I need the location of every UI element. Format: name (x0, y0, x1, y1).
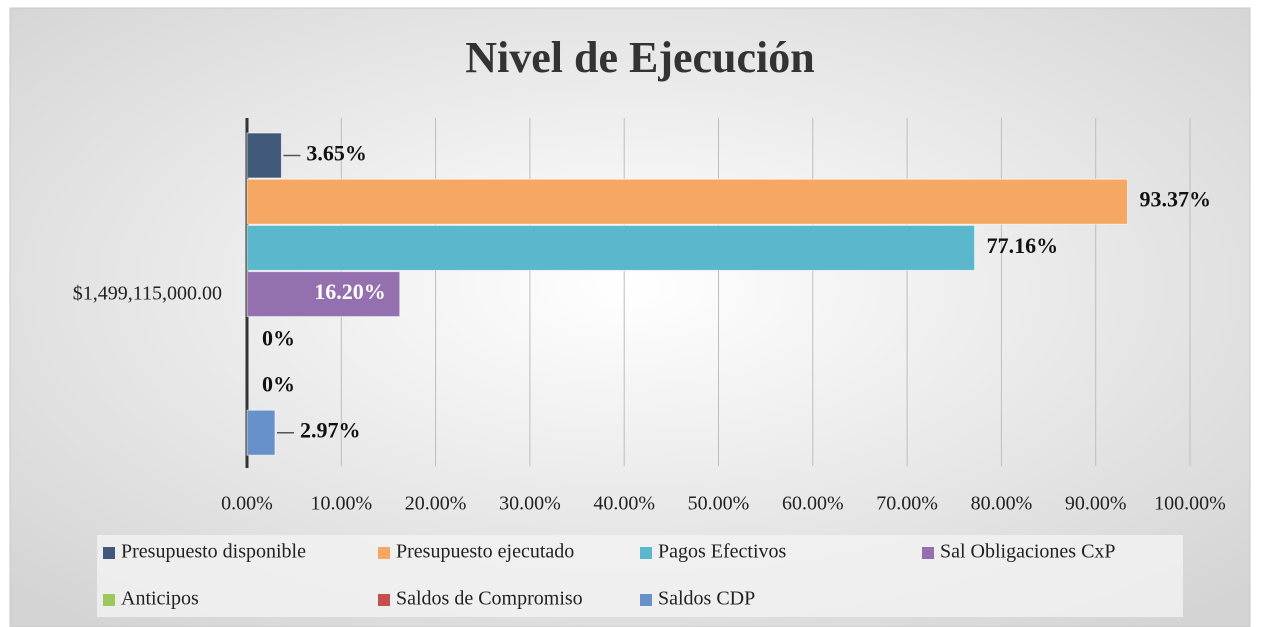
legend-swatch (103, 594, 115, 606)
x-tick-label: 20.00% (405, 493, 467, 515)
legend-label: Presupuesto disponible (121, 541, 306, 563)
data-label: 77.16% (987, 233, 1059, 258)
legend-swatch (640, 547, 652, 559)
x-tick-label: 10.00% (310, 493, 372, 515)
x-tick-label: 0.00% (221, 493, 273, 515)
legend-label: Pagos Efectivos (658, 541, 787, 563)
data-label: 0% (262, 325, 295, 350)
data-label: 2.97% (300, 418, 361, 443)
legend-swatch (922, 547, 934, 559)
data-label: 93.37% (1139, 187, 1211, 212)
x-tick-label: 100.00% (1154, 493, 1226, 515)
legend-label: Sal Obligaciones CxP (940, 541, 1116, 563)
bar (246, 271, 401, 318)
chart-title: Nivel de Ejecución (465, 33, 815, 82)
legend-label: Saldos de Compromiso (396, 588, 583, 610)
chart-background (9, 7, 1251, 627)
data-label: 16.20% (314, 279, 386, 304)
bar (246, 409, 276, 456)
bar (246, 224, 976, 271)
bar (246, 132, 282, 179)
y-tick-label: $1,499,115,000.00 (73, 282, 222, 304)
legend-swatch (640, 594, 652, 606)
legend-label: Saldos CDP (658, 588, 755, 610)
legend-swatch (103, 547, 115, 559)
x-tick-label: 70.00% (876, 493, 938, 515)
x-tick-label: 60.00% (782, 493, 844, 515)
bar (246, 178, 1128, 225)
x-tick-label: 50.00% (688, 493, 750, 515)
data-label: 0% (262, 372, 295, 397)
legend-swatch (378, 547, 390, 559)
legend-swatch (378, 594, 390, 606)
x-tick-label: 30.00% (499, 493, 561, 515)
x-tick-label: 40.00% (593, 493, 655, 515)
x-tick-label: 90.00% (1065, 493, 1127, 515)
legend-label: Anticipos (121, 588, 199, 610)
x-tick-label: 80.00% (971, 493, 1033, 515)
legend-label: Presupuesto ejecutado (396, 541, 574, 563)
data-label: 3.65% (306, 141, 367, 166)
